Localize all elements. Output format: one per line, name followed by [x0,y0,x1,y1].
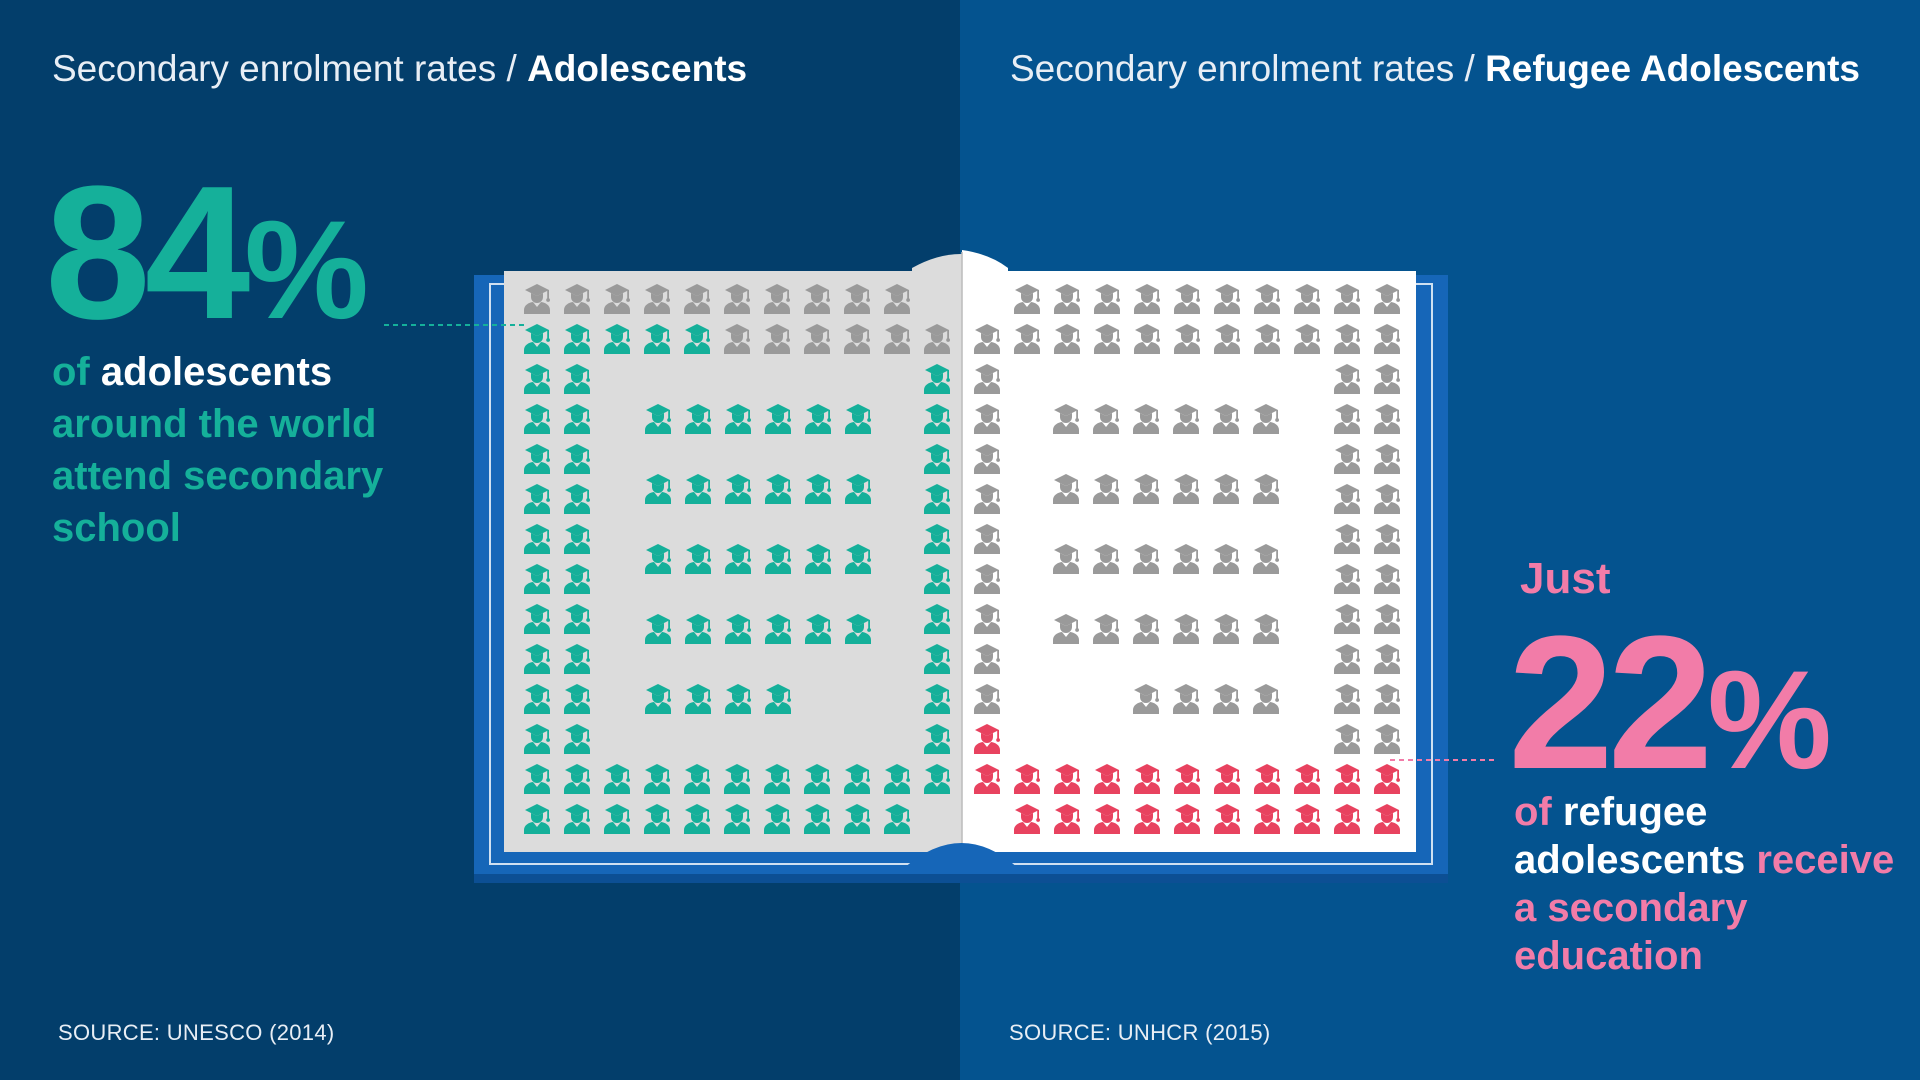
right-just-label: Just [1520,554,1611,603]
spine-top-curl-right [962,250,1008,280]
left-source: SOURCE: UNESCO (2014) [58,1020,335,1045]
left-heading-bold: Adolescents [527,48,748,89]
spine-bottom [904,843,1018,868]
right-big-percentage: 22% [1508,597,1832,809]
right-heading: Secondary enrolment rates / Refugee Adol… [1010,48,1860,89]
left-heading: Secondary enrolment rates / Adolescents [52,48,748,89]
right-heading-bold: Refugee Adolescents [1485,48,1860,89]
left-page [504,271,962,852]
right-stat-description: of refugee adolescents receive a seconda… [1514,790,1895,978]
left-stat-description: of adolescents around the world attend s… [52,350,384,550]
right-source: SOURCE: UNHCR (2015) [1009,1020,1271,1045]
left-big-percentage: 84% [45,147,369,359]
book-cover-edge [474,874,1448,883]
